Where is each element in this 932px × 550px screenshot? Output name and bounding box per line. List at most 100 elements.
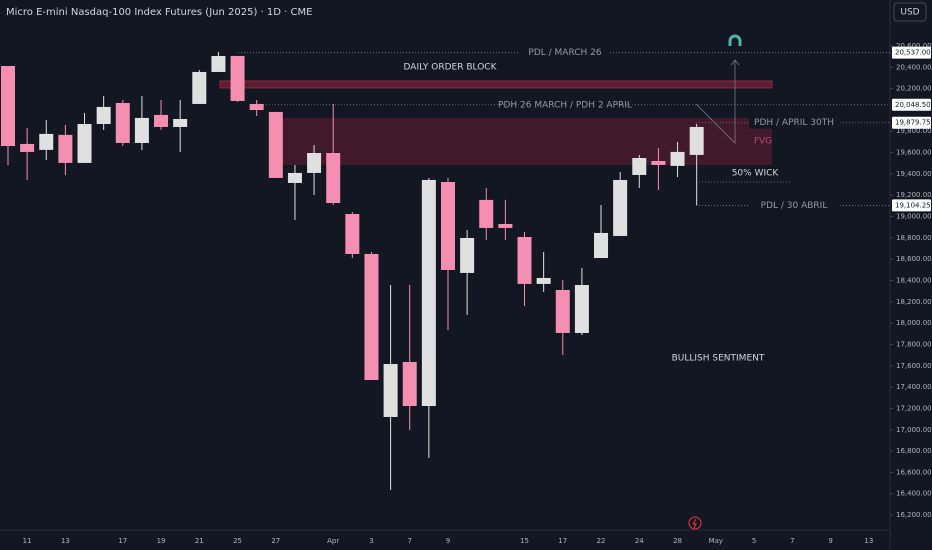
level-label: PDH / APRIL 30TH [754, 118, 834, 128]
x-tick-label: 7 [407, 537, 411, 545]
candle-body [594, 232, 609, 259]
y-tick-label: 19,400.00 [896, 170, 932, 178]
chart-title: Micro E-mini Nasdaq-100 Index Futures (J… [6, 7, 312, 18]
candle-body [211, 55, 226, 72]
x-tick-label: 25 [233, 537, 242, 545]
candle-body [134, 117, 149, 143]
level-label: PDH 26 MARCH / PDH 2 APRIL [498, 100, 632, 110]
x-tick-label: 17 [558, 537, 567, 545]
x-tick-label: Apr [327, 537, 339, 545]
x-tick-label: 3 [369, 537, 373, 545]
price-tag [892, 46, 931, 59]
x-tick-label: 5 [752, 537, 756, 545]
candle-body [689, 126, 704, 155]
x-tick-label: 9 [446, 537, 450, 545]
level-label-bg [520, 46, 610, 59]
candle-body [77, 123, 92, 163]
y-tick-label: 20,400.00 [896, 63, 932, 71]
y-tick-label: 17,000.00 [896, 426, 932, 434]
x-tick-label: 9 [828, 537, 832, 545]
candle-body [20, 143, 35, 152]
candle-body [536, 277, 551, 284]
y-tick-label: 20,200.00 [896, 85, 932, 93]
x-tick-label: 13 [61, 537, 70, 545]
level-label-bg [749, 199, 839, 212]
y-tick-label: 17,400.00 [896, 383, 932, 391]
candle-body [326, 152, 341, 204]
candle-body [58, 134, 73, 163]
candle-body [268, 111, 283, 178]
wick-level-label: 50% WICK [732, 168, 780, 178]
x-tick-label: 27 [271, 537, 280, 545]
candle-body [402, 361, 417, 407]
lightning-icon [688, 516, 702, 530]
level-label: PDL / MARCH 26 [528, 48, 601, 58]
zone [219, 80, 773, 89]
x-tick-label: 24 [635, 537, 644, 545]
candle-body [440, 181, 455, 270]
y-tick-label: 17,600.00 [896, 362, 932, 370]
candle-body [460, 237, 475, 273]
candle-body [307, 152, 322, 173]
candle-body [421, 179, 436, 407]
price-tag-label: 20,048.50 [895, 101, 931, 109]
currency-label[interactable]: USD [900, 8, 919, 18]
y-tick-label: 18,000.00 [896, 319, 932, 327]
price-tag-label: 19,879.75 [895, 119, 931, 127]
price-tag-label: 20,537.00 [895, 49, 931, 57]
y-tick-label: 20,600.00 [896, 42, 932, 50]
annotation: BULLISH SENTIMENT [672, 354, 765, 364]
candle-body [479, 199, 494, 228]
y-tick-label: 19,800.00 [896, 127, 932, 135]
zone-label: FVG [754, 137, 772, 147]
candle-body [345, 213, 360, 254]
y-tick-label: 16,600.00 [896, 468, 932, 476]
y-tick-label: 19,600.00 [896, 149, 932, 157]
x-tick-label: 28 [673, 537, 682, 545]
x-tick-label: 7 [790, 537, 794, 545]
y-tick-label: 19,200.00 [896, 191, 932, 199]
projection-path [695, 60, 736, 144]
y-tick-label: 18,800.00 [896, 234, 932, 242]
candle-body [154, 114, 169, 127]
candle-body [230, 55, 245, 101]
x-tick-label: May [709, 537, 723, 545]
x-tick-label: 11 [23, 537, 32, 545]
x-tick-label: 19 [157, 537, 166, 545]
candle-body [632, 158, 647, 175]
x-tick-label: 22 [597, 537, 606, 545]
magnet-icon [728, 34, 742, 46]
candle-body [249, 103, 264, 111]
candle-body [1, 65, 15, 146]
candle-body [670, 151, 685, 166]
candle-body [555, 290, 570, 333]
level-label-bg [520, 98, 610, 111]
level-label: PDL / 30 ABRIL [761, 201, 828, 211]
candle-body [96, 106, 111, 124]
candle-body [39, 133, 54, 150]
y-tick-label: 18,200.00 [896, 298, 932, 306]
price-tag [892, 199, 931, 212]
x-tick-label: 15 [520, 537, 529, 545]
y-tick-label: 16,200.00 [896, 511, 932, 519]
candle-body [498, 224, 513, 228]
y-tick-label: 18,600.00 [896, 255, 932, 263]
zone-label: DAILY ORDER BLOCK [404, 62, 498, 72]
y-tick-label: 16,800.00 [896, 447, 932, 455]
x-tick-label: 13 [864, 537, 873, 545]
y-tick-label: 19,000.00 [896, 213, 932, 221]
currency-button[interactable] [893, 2, 927, 22]
candle-body [517, 237, 532, 284]
candle-body [192, 71, 207, 104]
candle-body [383, 363, 398, 417]
projection-arrowhead [730, 59, 740, 66]
candle-body [173, 118, 188, 127]
candle-body [651, 160, 666, 165]
level-label-bg [749, 116, 839, 129]
price-tag [892, 116, 931, 129]
y-tick-label: 17,200.00 [896, 404, 932, 412]
candle-body [115, 102, 130, 143]
candle-body [574, 284, 589, 333]
y-tick-label: 17,800.00 [896, 340, 932, 348]
